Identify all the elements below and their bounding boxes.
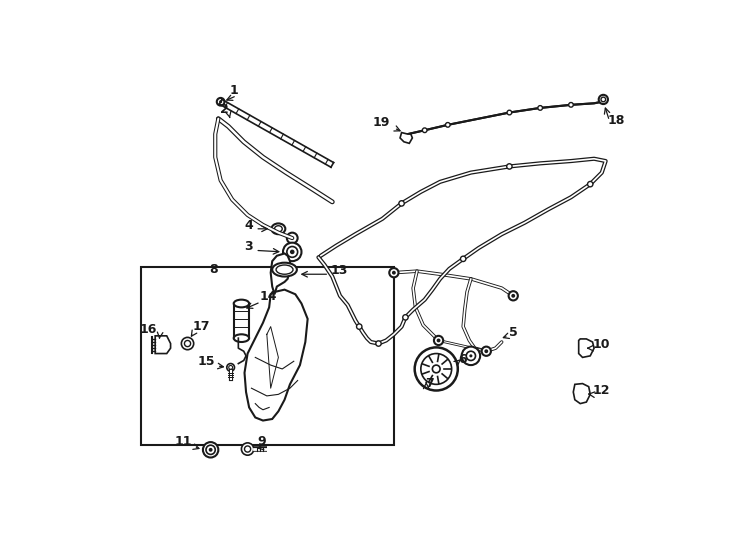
Polygon shape: [400, 132, 413, 143]
Circle shape: [217, 98, 225, 106]
Text: 3: 3: [244, 240, 253, 253]
Circle shape: [389, 268, 399, 278]
Circle shape: [181, 338, 194, 350]
Circle shape: [587, 181, 593, 187]
Polygon shape: [271, 253, 290, 294]
Text: 19: 19: [373, 117, 390, 130]
Ellipse shape: [233, 300, 249, 307]
Text: 11: 11: [175, 435, 192, 448]
Text: 13: 13: [331, 264, 348, 277]
Circle shape: [287, 233, 297, 244]
Circle shape: [506, 164, 512, 169]
Text: 9: 9: [258, 435, 266, 448]
Circle shape: [512, 294, 515, 298]
Circle shape: [422, 128, 427, 132]
Circle shape: [599, 95, 608, 104]
Circle shape: [290, 249, 294, 254]
Polygon shape: [155, 336, 170, 354]
Circle shape: [507, 110, 512, 115]
Polygon shape: [578, 339, 594, 357]
Ellipse shape: [272, 262, 297, 276]
Polygon shape: [244, 289, 308, 421]
Polygon shape: [573, 383, 590, 403]
Circle shape: [208, 448, 213, 452]
Circle shape: [538, 106, 542, 110]
Circle shape: [399, 201, 404, 206]
Circle shape: [392, 271, 396, 275]
Text: 1: 1: [230, 84, 239, 97]
Circle shape: [460, 256, 466, 261]
Text: 10: 10: [592, 338, 610, 351]
Circle shape: [403, 315, 408, 320]
Ellipse shape: [233, 334, 249, 342]
Circle shape: [376, 341, 381, 346]
Circle shape: [241, 443, 254, 455]
Text: 6: 6: [458, 353, 466, 366]
Text: 2: 2: [220, 103, 229, 116]
Bar: [142, 267, 394, 445]
Circle shape: [203, 442, 218, 457]
Circle shape: [227, 363, 234, 372]
Circle shape: [482, 347, 491, 356]
Circle shape: [437, 339, 440, 342]
Circle shape: [469, 354, 473, 357]
Ellipse shape: [272, 224, 286, 234]
Text: 14: 14: [259, 289, 277, 302]
Circle shape: [219, 100, 222, 103]
Circle shape: [569, 103, 573, 107]
Text: 4: 4: [244, 219, 253, 232]
Circle shape: [462, 347, 480, 365]
Text: 12: 12: [592, 384, 610, 397]
Text: 18: 18: [608, 114, 625, 127]
Circle shape: [434, 336, 443, 345]
Text: 7: 7: [425, 377, 434, 390]
Circle shape: [432, 365, 440, 373]
Circle shape: [283, 242, 302, 261]
Circle shape: [415, 347, 458, 390]
Circle shape: [446, 123, 450, 127]
Text: 8: 8: [209, 262, 218, 276]
Text: 17: 17: [192, 320, 210, 334]
Bar: [233, 303, 249, 338]
Text: 15: 15: [197, 355, 215, 368]
Text: 5: 5: [509, 326, 518, 339]
Circle shape: [484, 349, 488, 353]
Circle shape: [357, 324, 362, 329]
Text: 16: 16: [139, 323, 157, 336]
Circle shape: [509, 291, 518, 300]
